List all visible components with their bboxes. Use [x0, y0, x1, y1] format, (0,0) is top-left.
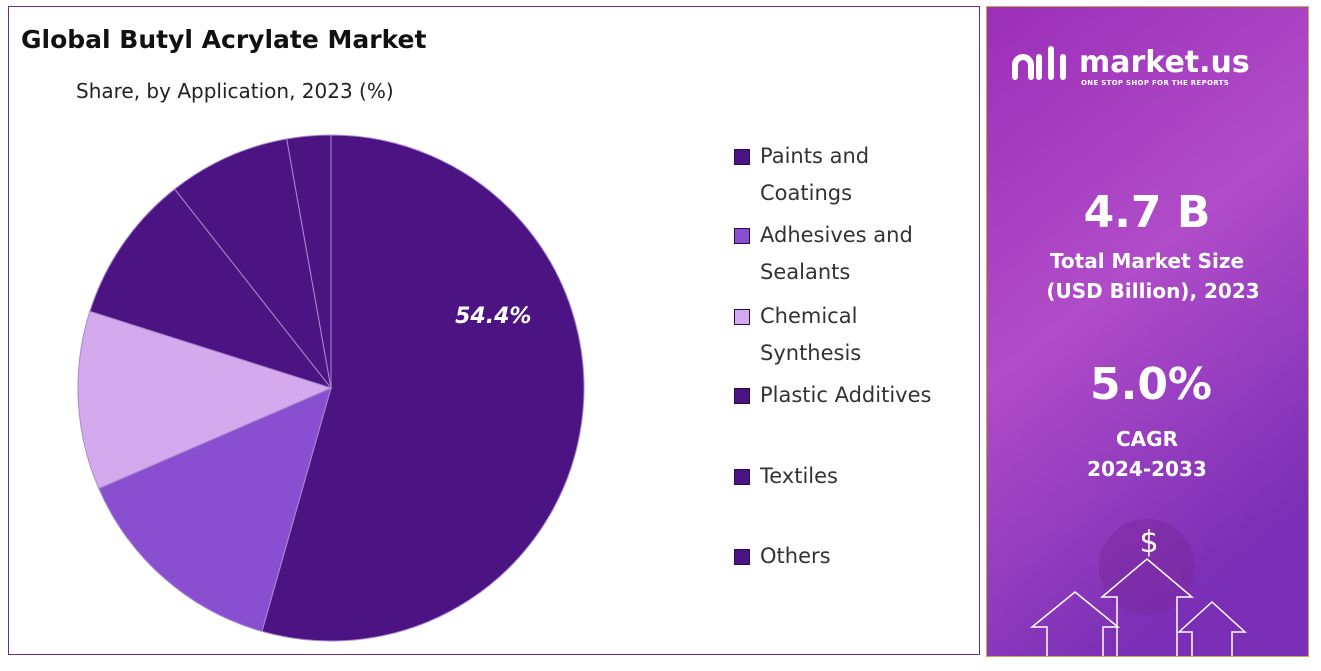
- cagr-label: CAGR: [1116, 427, 1178, 451]
- pie-slice: [173, 138, 332, 389]
- info-panel: $ market.us ONE STOP SHOP FOR THE REPORT…: [986, 6, 1309, 657]
- legend-label: Chemical Synthesis: [760, 304, 862, 365]
- pie-slice: [286, 134, 332, 389]
- legend-item: Chemical Synthesis: [734, 298, 964, 372]
- svg-text:$: $: [1139, 525, 1158, 560]
- pie-slice: [89, 188, 333, 389]
- legend-item: Adhesives and Sealants: [734, 217, 964, 291]
- legend-item: Others: [734, 538, 964, 575]
- pie-slice: [77, 310, 333, 490]
- legend-item: Plastic Additives: [734, 377, 964, 414]
- cagr-label: 2024-2033: [1087, 457, 1207, 481]
- brand: market.us: [1079, 45, 1250, 80]
- pie-slice: [261, 134, 585, 642]
- legend-swatch: [734, 149, 750, 165]
- legend-item: Textiles: [734, 458, 964, 495]
- legend-swatch: [734, 388, 750, 404]
- pie-slice: [98, 387, 332, 633]
- market-size-label: (USD Billion), 2023: [1046, 279, 1260, 303]
- legend-label: Paints and Coatings: [760, 144, 870, 205]
- market-size: 4.7 B: [1083, 187, 1211, 238]
- data-label: 54.4%: [455, 304, 531, 329]
- legend-label: Plastic Additives: [760, 383, 932, 407]
- legend-label: Adhesives and Sealants: [760, 223, 913, 284]
- market-size-label: Total Market Size: [1049, 249, 1245, 273]
- cagr: 5.0%: [1089, 359, 1213, 410]
- panel-background: $: [987, 7, 1308, 656]
- legend-label: Others: [760, 544, 831, 568]
- legend-swatch: [734, 469, 750, 485]
- chart-panel: Global Butyl Acrylate Market Share, by A…: [8, 6, 980, 655]
- legend-swatch: [734, 228, 750, 244]
- legend-item: Paints and Coatings: [734, 138, 964, 212]
- chart-subtitle: Share, by Application, 2023 (%): [76, 79, 394, 103]
- legend-label: Textiles: [760, 464, 839, 488]
- tagline: ONE STOP SHOP FOR THE REPORTS: [1081, 79, 1230, 87]
- pie-chart: 54.4%: [77, 134, 585, 642]
- legend-swatch: [734, 549, 750, 565]
- chart-title: Global Butyl Acrylate Market: [21, 25, 427, 54]
- legend-swatch: [734, 309, 750, 325]
